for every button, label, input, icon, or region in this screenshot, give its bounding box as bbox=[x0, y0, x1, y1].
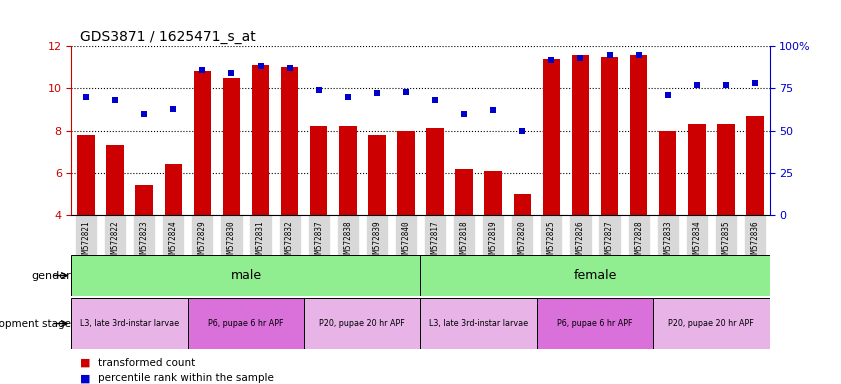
Bar bbox=[368, 135, 385, 215]
Bar bbox=[600, 56, 618, 215]
Bar bbox=[339, 126, 357, 215]
Text: transformed count: transformed count bbox=[98, 358, 196, 368]
Bar bbox=[572, 55, 590, 215]
Bar bbox=[310, 126, 327, 215]
Bar bbox=[542, 59, 560, 215]
Bar bbox=[630, 55, 648, 215]
Point bbox=[486, 107, 500, 113]
Point bbox=[312, 87, 325, 93]
Point bbox=[108, 97, 122, 103]
Point bbox=[574, 55, 587, 61]
Text: L3, late 3rd-instar larvae: L3, late 3rd-instar larvae bbox=[429, 319, 528, 328]
Text: gender: gender bbox=[31, 270, 71, 281]
Bar bbox=[77, 135, 95, 215]
Text: development stage: development stage bbox=[0, 318, 71, 329]
Bar bbox=[688, 124, 706, 215]
Text: L3, late 3rd-instar larvae: L3, late 3rd-instar larvae bbox=[80, 319, 179, 328]
Bar bbox=[455, 169, 473, 215]
Point bbox=[254, 63, 267, 70]
Bar bbox=[188, 298, 304, 349]
Bar bbox=[420, 255, 770, 296]
Bar bbox=[653, 298, 770, 349]
Point bbox=[370, 90, 383, 96]
Text: ■: ■ bbox=[80, 358, 90, 368]
Bar bbox=[537, 298, 653, 349]
Point bbox=[428, 97, 442, 103]
Text: ■: ■ bbox=[80, 373, 90, 383]
Text: P20, pupae 20 hr APF: P20, pupae 20 hr APF bbox=[320, 319, 405, 328]
Bar bbox=[223, 78, 241, 215]
Text: percentile rank within the sample: percentile rank within the sample bbox=[98, 373, 274, 383]
Bar bbox=[193, 71, 211, 215]
Bar bbox=[251, 65, 269, 215]
Bar bbox=[281, 67, 299, 215]
Bar bbox=[165, 164, 182, 215]
Point bbox=[167, 106, 180, 112]
Bar bbox=[484, 170, 502, 215]
Bar bbox=[717, 124, 734, 215]
Point bbox=[719, 82, 733, 88]
Point bbox=[690, 82, 704, 88]
Point bbox=[545, 56, 558, 63]
Bar bbox=[426, 128, 444, 215]
Text: GDS3871 / 1625471_s_at: GDS3871 / 1625471_s_at bbox=[80, 30, 256, 44]
Bar bbox=[514, 194, 531, 215]
Point bbox=[516, 127, 529, 134]
Point bbox=[283, 65, 296, 71]
Point bbox=[661, 92, 674, 98]
Point bbox=[458, 111, 471, 117]
Point bbox=[341, 94, 355, 100]
Bar bbox=[106, 146, 124, 215]
Point bbox=[399, 89, 413, 95]
Text: P6, pupae 6 hr APF: P6, pupae 6 hr APF bbox=[558, 319, 632, 328]
Text: female: female bbox=[574, 269, 616, 282]
Point bbox=[225, 70, 238, 76]
Bar bbox=[304, 298, 420, 349]
Bar bbox=[659, 131, 676, 215]
Bar bbox=[71, 298, 188, 349]
Text: male: male bbox=[230, 269, 262, 282]
Bar bbox=[746, 116, 764, 215]
Bar bbox=[397, 131, 415, 215]
Text: P6, pupae 6 hr APF: P6, pupae 6 hr APF bbox=[209, 319, 283, 328]
Bar bbox=[420, 298, 537, 349]
Bar bbox=[71, 255, 420, 296]
Point bbox=[748, 80, 762, 86]
Text: P20, pupae 20 hr APF: P20, pupae 20 hr APF bbox=[669, 319, 754, 328]
Point bbox=[137, 111, 151, 117]
Point bbox=[79, 94, 93, 100]
Point bbox=[196, 67, 209, 73]
Bar bbox=[135, 185, 153, 215]
Point bbox=[603, 51, 616, 58]
Point bbox=[632, 51, 645, 58]
